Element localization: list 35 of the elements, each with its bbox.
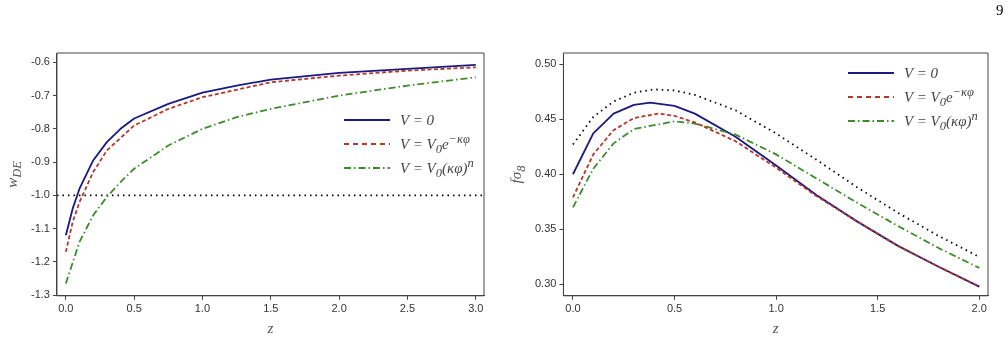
legend-label: V = 0	[400, 111, 435, 129]
x-tick-label: 1.0	[194, 302, 211, 315]
legend-label: V = 0	[904, 64, 939, 82]
x-tick-label: 0.5	[126, 302, 142, 315]
x-tick-label: 2.5	[399, 302, 416, 315]
y-tick-label: -0.6	[30, 55, 50, 68]
legend-label: V = V$_{0}$(κφ)$^{n}$	[904, 108, 978, 134]
x-tick-label: 0.5	[666, 302, 683, 315]
x-tick-label: 0.0	[58, 302, 74, 315]
x-tick-label: 0.0	[565, 302, 581, 315]
legend-label: V = V$_{0}$e$^{−κφ}$	[400, 131, 470, 157]
x-axis-title: z	[267, 319, 274, 337]
y-tick-label: 0.50	[534, 57, 557, 70]
x-tick-label: 2.0	[971, 302, 987, 315]
y-tick-label: -0.7	[30, 88, 50, 101]
x-tick-label: 2.0	[331, 302, 347, 315]
y-tick-label: 0.40	[534, 167, 557, 180]
y-tick-label: -0.8	[30, 121, 50, 134]
y-tick-label: 0.45	[534, 112, 557, 125]
x-tick-label: 3.0	[468, 302, 484, 315]
y-tick-label: -1.1	[30, 221, 50, 234]
y-tick-label: -1.3	[30, 288, 50, 301]
legend-label: V = V$_{0}$(κφ)$^{n}$	[400, 155, 474, 181]
x-tick-label: 1.0	[768, 302, 784, 315]
y-tick-label: 0.30	[534, 277, 557, 290]
x-tick-label: 1.5	[263, 302, 279, 315]
y-tick-label: 0.35	[534, 222, 557, 235]
x-axis-title: z	[772, 319, 779, 337]
line-series	[64, 76, 477, 285]
y-tick-label: -0.9	[30, 155, 50, 168]
x-tick-label: 1.5	[870, 302, 886, 315]
y-tick-label: -1.0	[30, 188, 50, 201]
text: 9	[996, 2, 1004, 19]
y-tick-label: -1.2	[30, 254, 50, 267]
legend-label: V = V$_{0}$e$^{−κφ}$	[904, 84, 974, 110]
